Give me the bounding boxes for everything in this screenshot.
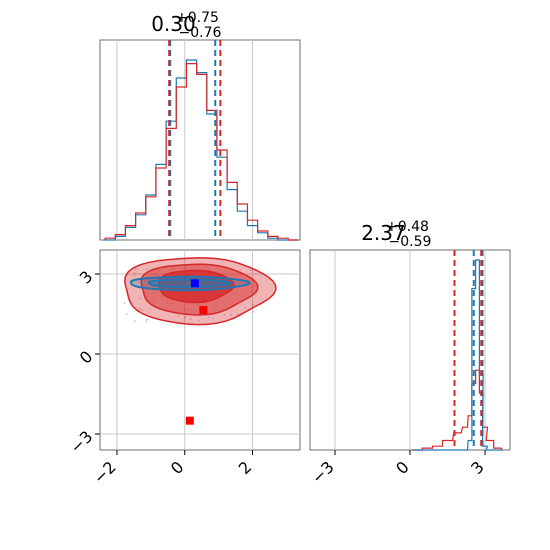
param2-title-plus: +0.48 (386, 219, 429, 235)
param1-title-plus: +0.75 (176, 10, 219, 26)
param1-hist-red (104, 63, 299, 241)
param2-histogram-panel: −3 0 3 (308, 249, 511, 488)
joint-sample-point (145, 319, 148, 321)
param1-histogram-panel (99, 39, 301, 241)
joint-sample-point (146, 318, 149, 321)
joint-sample-point (237, 313, 239, 316)
joint-sample-point (239, 269, 242, 272)
joint-sample-point (145, 321, 147, 323)
joint-xtick-label: 0 (167, 457, 188, 478)
joint-sample-point (223, 314, 226, 316)
joint-xtick-label: 2 (235, 457, 256, 478)
joint-sample-point (126, 312, 128, 315)
panel2-xtick-label: 3 (467, 457, 488, 478)
joint-sample-point (123, 301, 126, 304)
joint-sample-point (138, 308, 141, 310)
param2-title: 2.37 +0.48 −0.59 (361, 216, 434, 250)
joint-ytick-label: 3 (76, 267, 97, 288)
joint-sample-point (211, 317, 214, 319)
param2-title-minus: −0.59 (389, 234, 432, 250)
joint-sample-point (252, 311, 255, 313)
joint-sample-point (133, 319, 136, 322)
panel1-frame (99, 39, 301, 241)
panel2-xtick-label: 0 (392, 457, 413, 478)
param2-title-value: 2.37 (361, 221, 406, 245)
param1-title: 0.30 +0.75 −0.76 (151, 7, 224, 41)
joint-sample-point (145, 268, 148, 271)
joint-contour-blue-inner (147, 278, 232, 289)
joint-sample-point (134, 268, 137, 271)
param1-title-minus: −0.76 (179, 25, 222, 41)
joint-sample-point (177, 315, 180, 318)
joint-sample-point (230, 313, 232, 316)
joint-sample-point (131, 302, 134, 304)
param2-hist-blue (412, 259, 503, 451)
joint-sample-point (133, 271, 136, 274)
joint-marker-red (185, 416, 194, 425)
joint-sample-point (244, 306, 247, 309)
joint-sample-point (250, 269, 252, 272)
joint-contour-panel: −2 0 2 −3 0 3 (66, 249, 301, 488)
joint-sample-point (198, 319, 200, 322)
joint-sample-point (183, 316, 186, 319)
joint-marker-red (199, 306, 208, 314)
joint-sample-point (139, 297, 142, 300)
joint-marker-blue (190, 279, 199, 288)
joint-sample-point (207, 316, 210, 319)
joint-ytick-label: 0 (76, 347, 97, 368)
panel2-xtick-label: −3 (308, 457, 338, 487)
joint-sample-point (141, 309, 144, 311)
joint-xtick-label: −2 (90, 457, 120, 487)
joint-sample-point (252, 303, 255, 306)
param1-title-value: 0.30 (151, 12, 196, 36)
joint-sample-point (189, 318, 192, 321)
joint-ytick-label: −3 (66, 427, 96, 457)
joint-sample-point (133, 274, 136, 277)
